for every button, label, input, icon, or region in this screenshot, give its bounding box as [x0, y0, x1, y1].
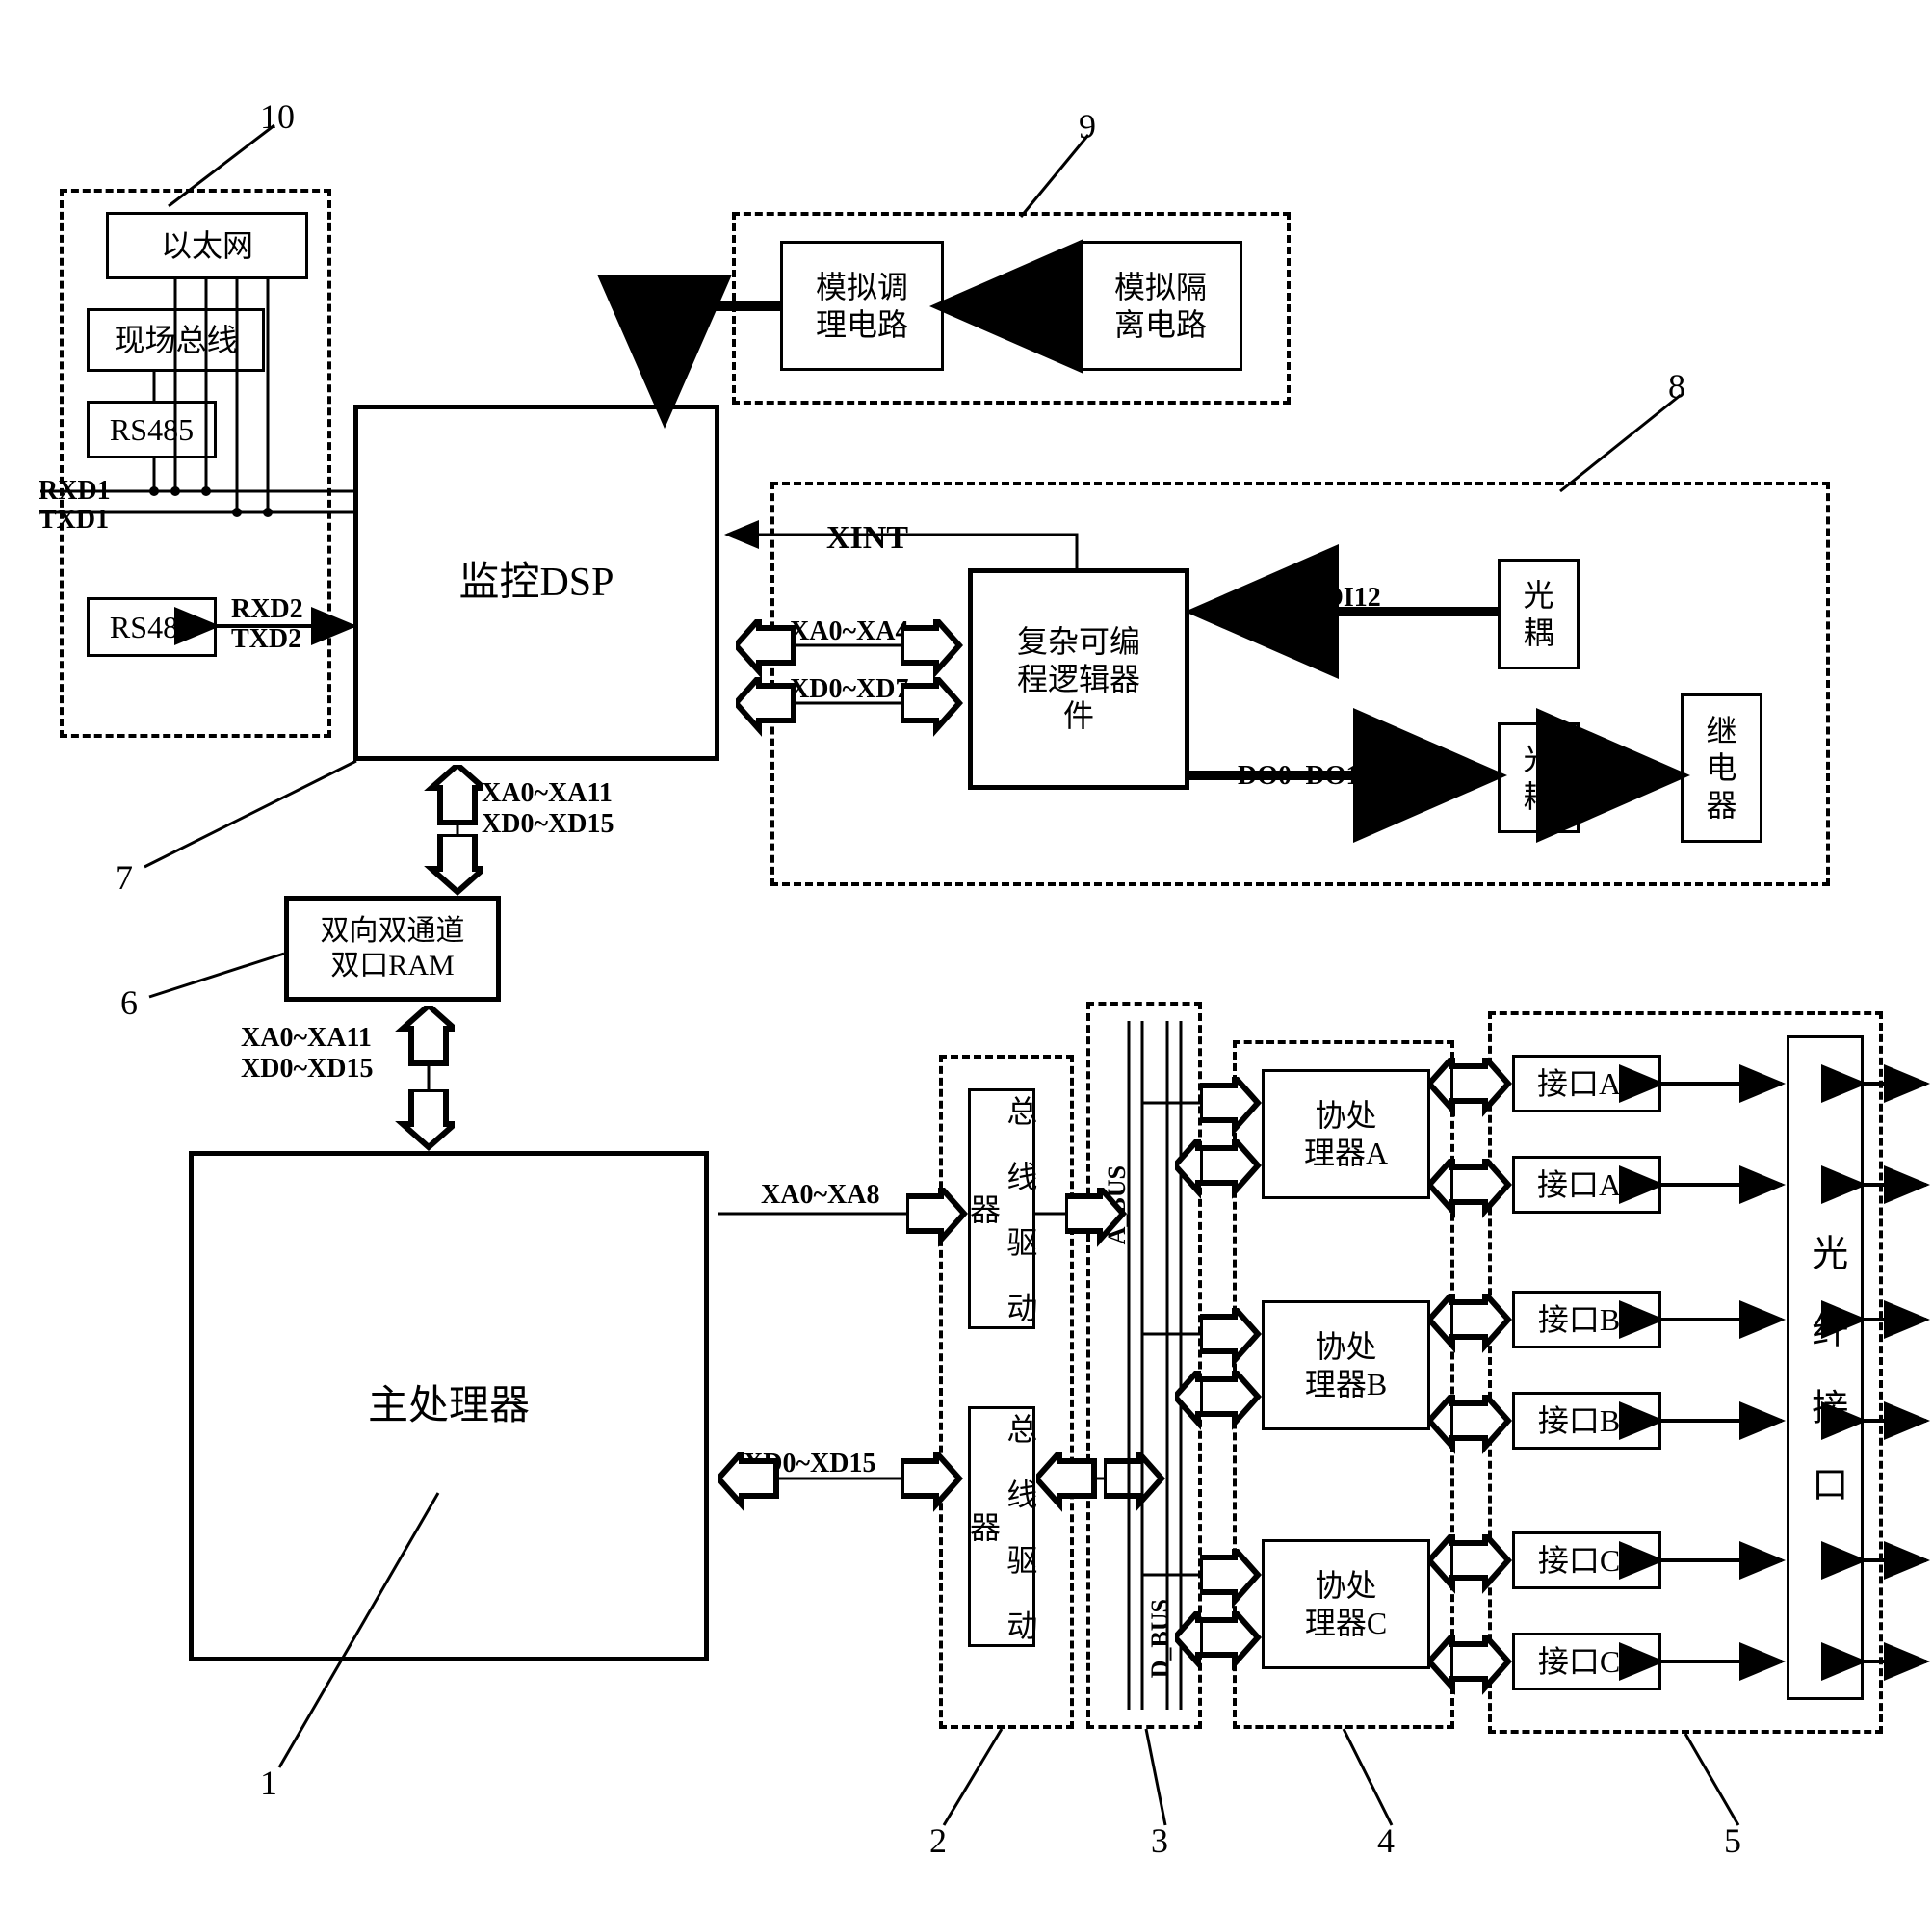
cpld-box: 复杂可编 程逻辑器 件: [968, 568, 1189, 790]
num-9: 9: [1079, 106, 1096, 146]
rxd2-txd2-label: RXD2 TXD2: [231, 595, 303, 655]
main-xa-label: XA0~XA8: [761, 1180, 879, 1211]
dsp-block: 监控DSP: [353, 405, 719, 761]
do-label: DO0~DO14: [1238, 761, 1373, 792]
main-proc: 主处理器: [189, 1151, 709, 1661]
abus-label: A_BUS: [1103, 1165, 1132, 1244]
if-a1: 接口A1: [1512, 1055, 1661, 1112]
num-5: 5: [1724, 1820, 1741, 1861]
num-4: 4: [1377, 1820, 1395, 1861]
num-3: 3: [1151, 1820, 1168, 1861]
xint-label: XINT: [826, 520, 908, 557]
num-2: 2: [929, 1820, 947, 1861]
fiber-box: 光 纤 接 口: [1787, 1035, 1864, 1700]
num-6: 6: [120, 982, 138, 1023]
main-xd-label: XD0~XD15: [744, 1449, 875, 1479]
oc2-box: 光 耦: [1498, 722, 1580, 833]
group-8: [770, 482, 1830, 886]
bus-drv-1: 总 线 驱 动 器: [968, 1088, 1035, 1329]
fieldbus-box: 现场总线: [87, 308, 265, 372]
dbus-label: D_BUS: [1146, 1599, 1175, 1678]
ram-box: 双向双通道 双口RAM: [284, 896, 501, 1002]
if-b1: 接口B1: [1512, 1291, 1661, 1348]
group-3: [1086, 1002, 1202, 1729]
if-b2: 接口B2: [1512, 1392, 1661, 1450]
cop-a: 协处 理器A: [1262, 1069, 1430, 1199]
di-label: DI0~DI12: [1266, 583, 1381, 614]
xd07-label: XD0~XD7: [790, 674, 908, 705]
if-c1: 接口C1: [1512, 1531, 1661, 1589]
num-7: 7: [116, 857, 133, 898]
if-a2: 接口A2: [1512, 1156, 1661, 1214]
num-8: 8: [1668, 366, 1685, 406]
bus-drv-2: 总 线 驱 动 器: [968, 1406, 1035, 1647]
xa04-label: XA0~XA4: [790, 616, 908, 647]
dsp-bus-label: XA0~XA11 XD0~XD15: [482, 778, 614, 840]
bus-drv-1-label: 总 线 驱 动 器: [965, 1091, 1039, 1326]
fiber-label: 光 纤 接 口: [1803, 1234, 1847, 1502]
num-10: 10: [260, 96, 295, 137]
cop-c: 协处 理器C: [1262, 1539, 1430, 1669]
oc1-box: 光 耦: [1498, 559, 1580, 669]
bus-drv-2-label: 总 线 驱 动 器: [965, 1409, 1039, 1644]
rxd1-label: RXD1: [39, 476, 111, 507]
ethernet-box: 以太网: [106, 212, 308, 279]
rs485-a-box: RS485: [87, 401, 217, 458]
if-c2: 接口C2: [1512, 1633, 1661, 1690]
cop-b: 协处 理器B: [1262, 1300, 1430, 1430]
iso-box: 模拟隔 离电路: [1079, 241, 1242, 371]
relay-box: 继 电 器: [1681, 693, 1762, 843]
ram-bus-label: XA0~XA11 XD0~XD15: [241, 1023, 373, 1085]
cond-box: 模拟调 理电路: [780, 241, 944, 371]
txd1-label: TXD1: [39, 505, 109, 536]
num-1: 1: [260, 1763, 277, 1803]
rs485-b-box: RS485: [87, 597, 217, 657]
